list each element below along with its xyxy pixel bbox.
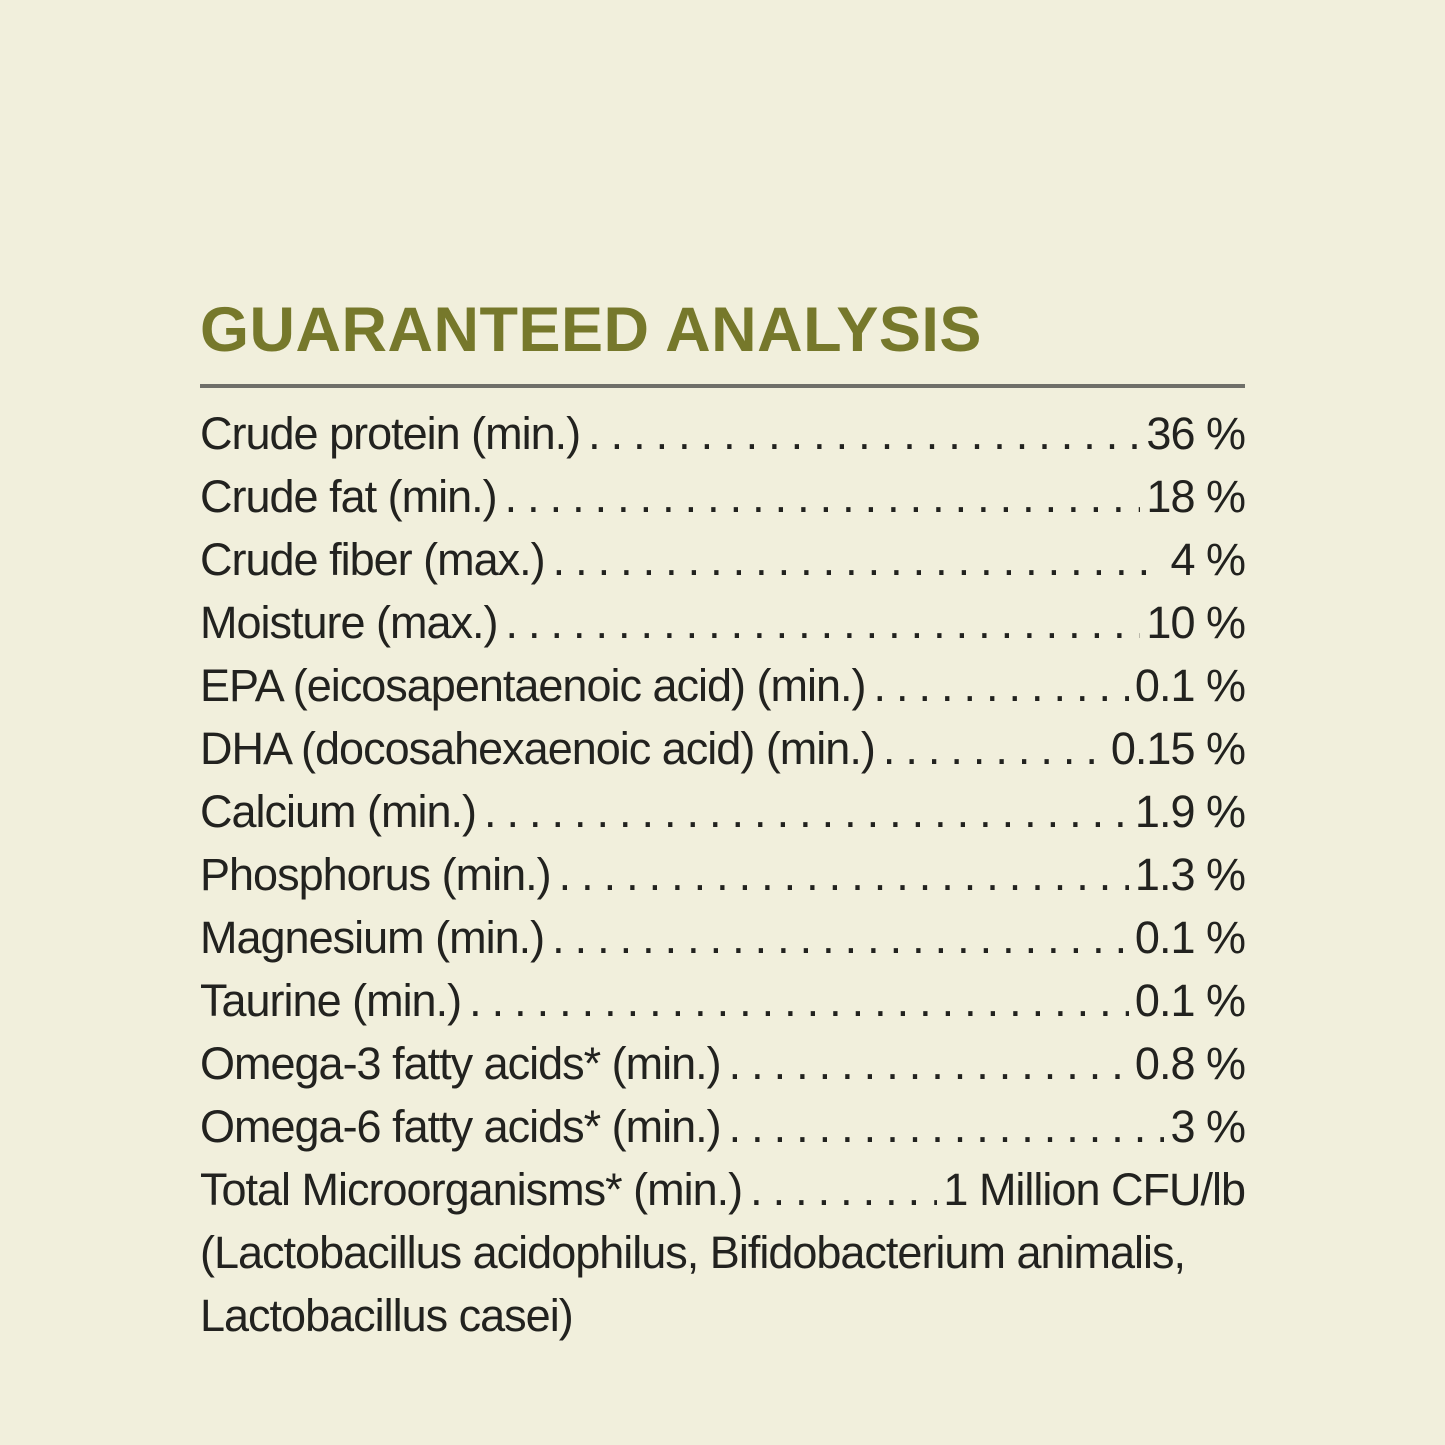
nutrient-label: Crude fat (min.) [200,471,498,522]
dotted-leader [883,717,1105,780]
dotted-leader [469,969,1129,1032]
nutrient-label: Omega-6 fatty acids* (min.) [200,1101,722,1152]
species-note-line: (Lactobacillus acidophilus, Bifidobacter… [200,1227,1186,1278]
dotted-leader [750,1158,937,1221]
nutrient-label: Moisture (max.) [200,597,499,648]
analysis-row: Crude fiber (max.) 4 % [200,528,1246,591]
analysis-row: Taurine (min.) 0.1 % [200,969,1246,1032]
nutrient-value: 4 % [1170,534,1246,585]
page-title: GUARANTEED ANALYSIS [200,295,982,365]
nutrient-value: 1 Million CFU/lb [943,1164,1246,1215]
nutrient-value: 0.1 % [1134,912,1246,963]
nutrient-label: EPA (eicosapentaenoic acid) (min.) [200,660,866,711]
dotted-leader [588,402,1140,465]
analysis-row: Crude fat (min.) 18 % [200,465,1246,528]
nutrient-label: Magnesium (min.) [200,912,545,963]
analysis-row: Magnesium (min.) 0.1 % [200,906,1246,969]
nutrient-value: 0.1 % [1134,660,1246,711]
analysis-row: Moisture (max.) 10 % [200,591,1246,654]
nutrient-label: Taurine (min.) [200,975,462,1026]
nutrient-value: 0.15 % [1110,723,1246,774]
nutrient-label: Total Microorganisms* (min.) [200,1164,743,1215]
species-note-line: Lactobacillus casei) [200,1290,574,1341]
title-underline [200,384,1245,388]
analysis-row: EPA (eicosapentaenoic acid) (min.) 0.1 % [200,654,1246,717]
dotted-leader [729,1095,1165,1158]
analysis-row: Phosphorus (min.) 1.3 % [200,843,1246,906]
nutrient-label: Omega-3 fatty acids* (min.) [200,1038,722,1089]
nutrient-label: Crude protein (min.) [200,408,581,459]
analysis-row: Omega-3 fatty acids* (min.) 0.8 % [200,1032,1246,1095]
dotted-leader [552,906,1129,969]
dotted-leader [484,780,1129,843]
dotted-leader [729,1032,1129,1095]
dotted-leader [874,654,1129,717]
nutrient-label: DHA (docosahexaenoic acid) (min.) [200,723,876,774]
nutrient-value: 3 % [1170,1101,1246,1152]
analysis-table: Crude protein (min.) 36 % Crude fat (min… [200,402,1246,1221]
guaranteed-analysis-section: GUARANTEED ANALYSIS Crude protein (min.)… [200,295,1246,1347]
dotted-leader [553,528,1165,591]
microorganism-species-note: (Lactobacillus acidophilus, Bifidobacter… [200,1221,1245,1347]
nutrient-value: 0.1 % [1134,975,1246,1026]
nutrient-value: 1.9 % [1134,786,1246,837]
nutrient-value: 0.8 % [1134,1038,1246,1089]
analysis-row: Total Microorganisms* (min.) 1 Million C… [200,1158,1246,1221]
analysis-row: Calcium (min.) 1.9 % [200,780,1246,843]
dotted-leader [559,843,1129,906]
analysis-row: DHA (docosahexaenoic acid) (min.) 0.15 % [200,717,1246,780]
analysis-row: Omega-6 fatty acids* (min.) 3 % [200,1095,1246,1158]
nutrient-label: Calcium (min.) [200,786,477,837]
nutrient-value: 36 % [1146,408,1246,459]
dotted-leader [506,591,1141,654]
nutrient-value: 18 % [1146,471,1246,522]
dotted-leader [505,465,1141,528]
nutrient-label: Crude fiber (max.) [200,534,546,585]
analysis-row: Crude protein (min.) 36 % [200,402,1246,465]
nutrient-value: 10 % [1146,597,1246,648]
nutrient-label: Phosphorus (min.) [200,849,552,900]
nutrient-value: 1.3 % [1134,849,1246,900]
